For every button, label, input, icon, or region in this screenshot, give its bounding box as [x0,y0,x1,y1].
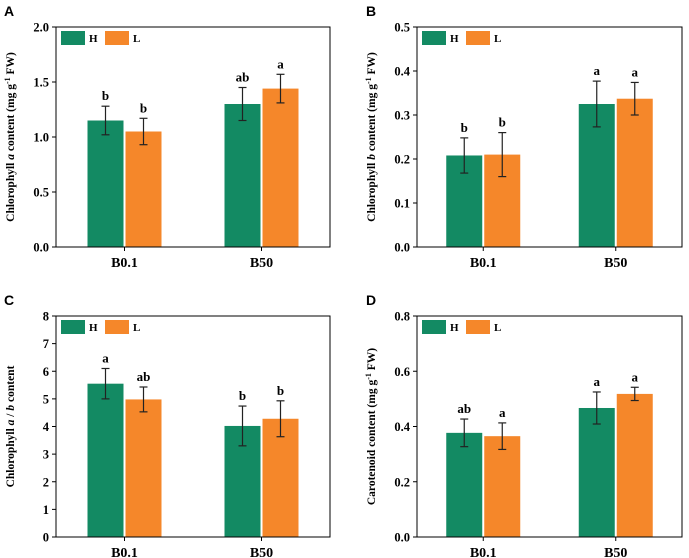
bar-l-b01 [125,399,162,537]
legend-swatch-h [422,31,446,45]
legend-swatch-l [466,31,490,45]
y-tick-label: 0.6 [394,365,410,379]
legend-swatch-h [422,320,446,334]
y-tick-label: 0.4 [394,420,410,434]
legend-swatch-l [105,320,129,334]
legend-swatch-l [105,31,129,45]
bar-h-b50 [578,104,615,247]
y-tick-label: 0.3 [394,109,410,123]
legend-label-l: L [133,33,140,45]
significance-label: b [102,88,109,103]
y-tick-label: 0.0 [33,241,49,255]
bar-l-b50 [262,418,299,537]
chart-panel-b: Bb b a a 0.0 0.1 0.2 0.3 0.4 0.5 B0.1 B50 Chlorophyl… [364,3,683,271]
bar-l-b50 [616,393,653,537]
legend-label-h: H [89,322,98,334]
y-tick-label: 0.5 [33,186,49,200]
y-tick-label: 8 [43,310,49,324]
y-axis-label: Chlorophyll a content (mg g-1 FW) [3,52,18,222]
chart-panel-a: Ab b ab a 0.0 0.5 1.0 1.5 2.0 B0.1 B50 Chlorophyll … [3,3,331,271]
bar-h-b50 [578,407,615,537]
significance-label: a [632,369,639,384]
y-axis-label: Carotenoid content (mg g-1 FW) [364,348,379,505]
significance-label: a [277,56,284,71]
x-category-label: B0.1 [111,546,138,558]
plot-frame [416,26,683,248]
legend-label-l: L [494,33,501,45]
significance-label: ab [457,401,471,416]
bar-l-b50 [262,88,299,247]
y-tick-label: 0.2 [394,153,410,167]
x-category-label: B0.1 [470,256,497,271]
x-category-label: B0.1 [111,256,138,271]
y-tick-label: 0.8 [394,310,410,324]
legend-label-h: H [89,33,98,45]
y-tick-label: 1.5 [33,76,49,90]
y-tick-label: 1.0 [33,131,49,145]
significance-label: b [140,100,147,115]
significance-label: a [594,374,601,389]
bar-h-b01 [446,432,483,537]
x-category-label: B50 [250,256,273,271]
significance-label: ab [137,369,151,384]
bar-l-b01 [125,131,162,247]
significance-label: a [102,350,109,365]
y-axis-label: Chlorophyll b content (mg g-1 FW) [364,52,379,222]
chart-panel-d: Dab a a a 0.0 0.2 0.4 0.6 0.8 B0.1 B50 Carotenoid c… [364,292,683,558]
legend-label-l: L [494,322,501,334]
y-tick-label: 1 [43,503,49,517]
y-tick-label: 0.1 [394,197,410,211]
y-tick-label: 0 [43,531,49,545]
y-tick-label: 7 [43,337,49,351]
y-tick-label: 0.4 [394,65,410,79]
x-category-label: B50 [604,256,627,271]
significance-label: a [594,63,601,78]
panel-letter: C [4,292,14,308]
significance-label: a [499,405,506,420]
y-tick-label: 0.2 [394,475,410,489]
y-tick-label: 0.0 [394,531,410,545]
significance-label: b [277,383,284,398]
x-category-label: B50 [250,546,273,558]
y-tick-label: 5 [43,392,49,406]
significance-label: b [461,120,468,135]
bar-l-b01 [484,436,521,537]
y-tick-label: 3 [43,448,49,462]
legend-swatch-h [61,31,85,45]
bar-l-b50 [616,98,653,247]
legend-label-h: H [450,322,459,334]
y-tick-label: 6 [43,365,49,379]
significance-label: b [239,388,246,403]
significance-label: ab [236,70,250,85]
panel-letter: A [4,3,14,19]
y-tick-label: 4 [43,420,50,434]
panel-letter: D [366,292,376,308]
y-tick-label: 2 [43,475,49,489]
panel-letter: B [366,3,376,19]
x-category-label: B50 [604,546,627,558]
significance-label: a [632,64,639,79]
chart-panel-c: Ca ab b b 0 1 2 3 4 5 6 7 8 B0.1 B50 Chlorophyll a / b … [4,292,331,558]
x-category-label: B0.1 [470,546,497,558]
significance-label: b [499,115,506,130]
bar-h-b01 [87,120,124,247]
y-axis-label: Chlorophyll a / b content [5,365,17,487]
y-tick-label: 0.0 [394,241,410,255]
bar-h-b01 [87,383,124,537]
bar-h-b50 [224,104,261,247]
y-tick-label: 2.0 [33,21,49,35]
legend-label-l: L [133,322,140,334]
legend-swatch-l [466,320,490,334]
y-tick-label: 0.5 [394,21,410,35]
legend-label-h: H [450,33,459,45]
legend-swatch-h [61,320,85,334]
